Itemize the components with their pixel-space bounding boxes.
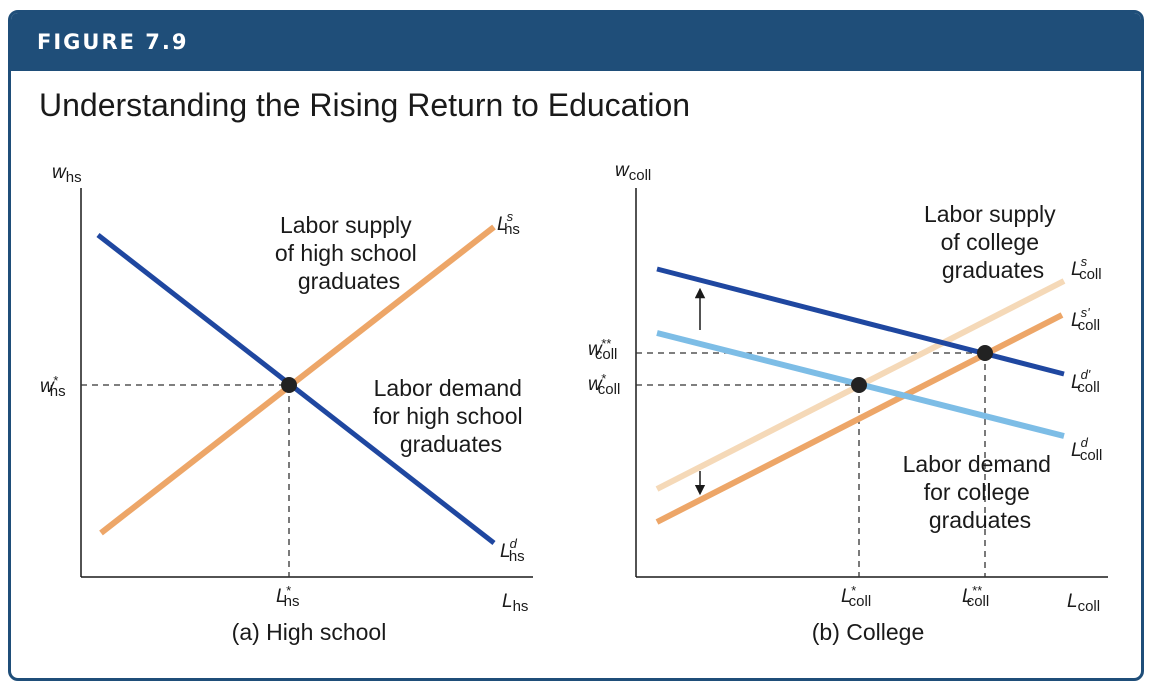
demand-curve-label-original-coll: Ld coll: [1071, 435, 1102, 464]
demand-line-shifted-coll: [656, 266, 1065, 377]
panel-caption-hs: (a) High school: [232, 619, 387, 645]
supply-line-shifted-coll: [655, 312, 1064, 525]
supply-annotation-hs: Labor supply of high school graduates: [275, 212, 423, 294]
figure-title: Understanding the Rising Return to Educa…: [39, 87, 691, 123]
y-axis-label-hs: whs: [52, 162, 82, 186]
wage-label-double-star: w** coll: [588, 336, 617, 363]
demand-curve-label-shifted-coll: Ld' coll: [1071, 367, 1100, 396]
panel-caption-coll: (b) College: [812, 619, 925, 645]
equilibrium-point-new-coll: [977, 345, 993, 361]
figure-header-bar: FIGURE 7.9: [11, 13, 1141, 71]
equilibrium-wage-label-hs: w* hs: [40, 373, 66, 400]
equilibrium-quantity-label-hs: L* hs: [276, 583, 299, 610]
supply-line-hs: [99, 224, 496, 536]
supply-curve-label-original-coll: Ls coll: [1071, 254, 1102, 283]
supply-curve-label-shifted-coll: Ls' coll: [1071, 305, 1100, 334]
panel-college: wcoll Lcoll w** coll w* coll L* coll L** col…: [588, 160, 1108, 645]
supply-annotation-coll: Labor supply of college graduates: [924, 201, 1062, 283]
wage-label-star: w* coll: [588, 371, 620, 398]
demand-curve-label-hs: Ld hs: [500, 536, 525, 565]
panel-high-school: whs Lhs w* hs L* hs Ls hs Ld hs Labor supply…: [40, 162, 533, 645]
equilibrium-point-hs: [281, 377, 297, 393]
x-axis-label-hs: Lhs: [502, 591, 528, 615]
equilibrium-point-original-coll: [851, 377, 867, 393]
y-axis-label-coll: wcoll: [615, 160, 651, 184]
quantity-label-double-star: L** coll: [962, 583, 989, 610]
supply-curve-label-hs: Ls hs: [497, 209, 520, 238]
figure-label: FIGURE 7.9: [37, 30, 189, 54]
demand-annotation-coll: Labor demand for college graduates: [903, 451, 1058, 533]
x-axis-label-coll: Lcoll: [1067, 591, 1100, 615]
demand-line-hs: [96, 233, 496, 545]
demand-annotation-hs: Labor demand for high school graduates: [373, 375, 529, 457]
quantity-label-star: L* coll: [841, 583, 871, 610]
